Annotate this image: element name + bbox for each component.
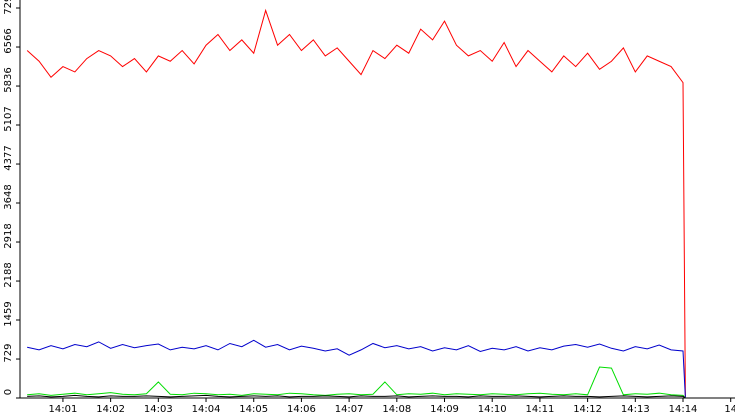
y-tick-label: 729 (3, 343, 14, 362)
x-tick-label: 14:12 (573, 404, 602, 415)
x-tick-label: 14:08 (382, 404, 411, 415)
x-tick-label: 14:04 (192, 404, 221, 415)
x-tick-label: 14:02 (96, 404, 125, 415)
y-tick-label: 3648 (3, 184, 14, 209)
x-tick-label: 14:11 (525, 404, 554, 415)
y-tick-label: 7296 (3, 0, 14, 15)
y-tick-label: 5836 (3, 67, 14, 92)
x-tick-label: 14:01 (49, 404, 78, 415)
series-line (27, 339, 686, 399)
series-line (27, 366, 686, 399)
y-tick-label: 0 (3, 389, 14, 395)
y-tick-label: 5107 (3, 106, 14, 131)
y-tick-label: 2188 (3, 262, 14, 287)
x-tick-label: 14:05 (239, 404, 268, 415)
y-tick-label: 6566 (3, 28, 14, 53)
x-tick-label: 14:14 (669, 404, 698, 415)
series-line (26, 8, 686, 399)
series-line (27, 394, 686, 399)
x-tick-label: 14:09 (430, 404, 459, 415)
x-tick-label: 14:07 (335, 404, 364, 415)
x-tick-label: 14:03 (144, 404, 173, 415)
y-tick-label: 2918 (3, 223, 14, 248)
x-tick-label: 14:13 (621, 404, 650, 415)
y-tick-label: 1459 (3, 301, 14, 326)
y-tick-label: 4377 (3, 145, 14, 170)
x-tick-label: 14:10 (478, 404, 507, 415)
x-tick-label: 14 (724, 404, 735, 415)
x-tick-label: 14:06 (287, 404, 316, 415)
